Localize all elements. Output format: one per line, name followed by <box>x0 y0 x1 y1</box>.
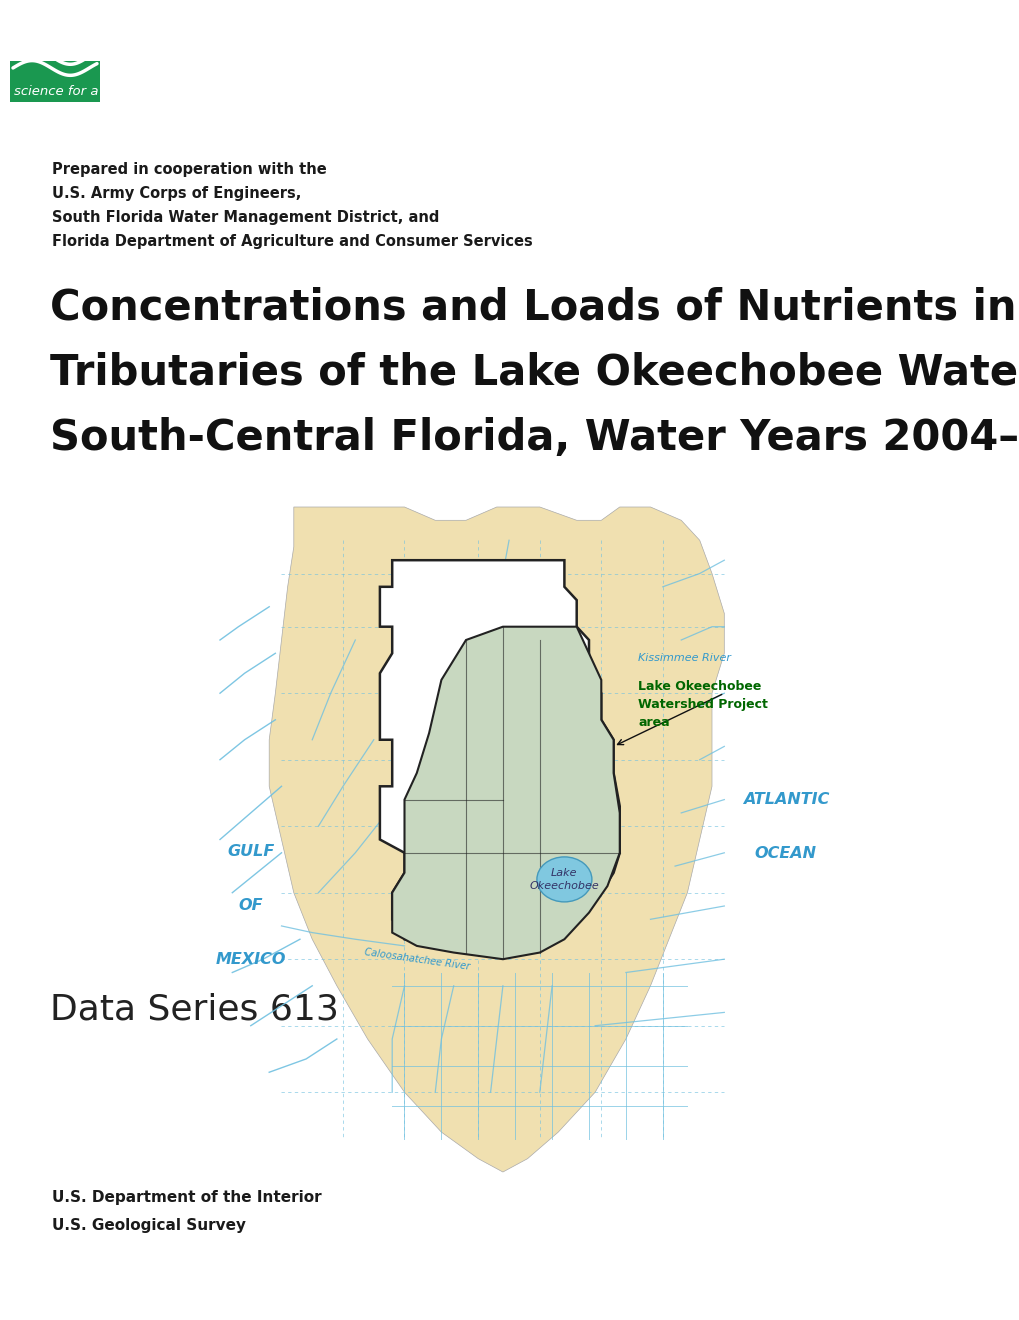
Text: Florida Department of Agriculture and Consumer Services: Florida Department of Agriculture and Co… <box>52 234 532 249</box>
Text: Concentrations and Loads of Nutrients in the: Concentrations and Loads of Nutrients in… <box>50 286 1019 329</box>
FancyBboxPatch shape <box>220 507 835 1172</box>
Text: ATLANTIC

OCEAN: ATLANTIC OCEAN <box>742 792 828 861</box>
Polygon shape <box>269 507 723 1172</box>
Polygon shape <box>392 627 620 960</box>
Text: Data Series 613: Data Series 613 <box>50 993 338 1026</box>
Text: Tributaries of the Lake Okeechobee Watershed,: Tributaries of the Lake Okeechobee Water… <box>50 352 1019 393</box>
Text: Lake Okeechobee
Watershed Project
area: Lake Okeechobee Watershed Project area <box>638 680 767 729</box>
FancyBboxPatch shape <box>10 61 100 102</box>
Text: Kissimmee River: Kissimmee River <box>638 653 731 663</box>
Text: USGS: USGS <box>112 20 300 78</box>
Text: U.S. Army Corps of Engineers,: U.S. Army Corps of Engineers, <box>52 186 301 201</box>
Text: U.S. Geological Survey: U.S. Geological Survey <box>52 1218 246 1233</box>
Text: GULF

OF

MEXICO: GULF OF MEXICO <box>215 845 285 968</box>
Text: Lake
Okeechobee: Lake Okeechobee <box>529 867 599 891</box>
Text: South-Central Florida, Water Years 2004–2008: South-Central Florida, Water Years 2004–… <box>50 417 1019 459</box>
Text: U.S. Department of the Interior: U.S. Department of the Interior <box>52 1191 321 1205</box>
Ellipse shape <box>536 857 591 902</box>
Polygon shape <box>379 560 620 953</box>
Text: South Florida Water Management District, and: South Florida Water Management District,… <box>52 210 439 224</box>
Text: science for a changing world: science for a changing world <box>14 84 204 98</box>
Text: Prepared in cooperation with the: Prepared in cooperation with the <box>52 162 326 177</box>
Text: Caloosahatchee River: Caloosahatchee River <box>363 946 470 972</box>
FancyBboxPatch shape <box>10 11 210 102</box>
